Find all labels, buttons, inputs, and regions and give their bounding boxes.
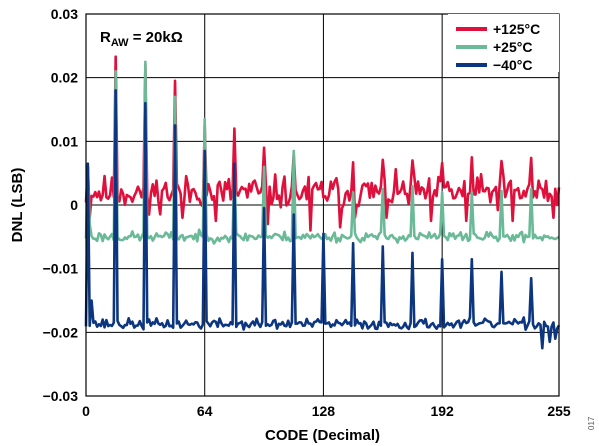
annotation-main: R [100,29,111,46]
legend: +125°C +25°C −40°C [448,14,559,73]
x-tick-label: 0 [82,403,90,419]
x-tick-label: 128 [312,403,336,419]
series-line-1 [84,60,560,245]
legend-label: −40°C [493,57,532,73]
y-axis-title: DNL (LSB) [9,168,26,243]
y-tick-label: 0 [70,197,78,213]
legend-background [448,14,559,72]
annotation-value: = 20kΩ [129,29,183,46]
legend-label: +125°C [493,21,540,37]
plot-frame [85,13,560,397]
y-tick-label: −0.03 [43,388,79,404]
annotation-subscript: AW [111,37,129,49]
x-axis-title: CODE (Decimal) [265,427,380,444]
x-tick-label: 255 [547,403,571,419]
y-tick-label: −0.02 [43,324,79,340]
y-tick-label: 0.03 [51,6,78,22]
x-tick-label: 64 [197,403,213,419]
figure-id: 017 [587,416,596,430]
y-tick-label: −0.01 [43,261,79,277]
y-tick-label: 0.01 [51,133,78,149]
series-line-2 [84,89,561,350]
x-tick-label: 192 [430,403,454,419]
series-line-0 [84,55,561,232]
legend-label: +25°C [493,39,532,55]
x-tick-labels: 0 64 128 192 255 [82,403,571,419]
y-tick-labels: 0.03 0.02 0.01 0 −0.01 −0.02 −0.03 [43,6,79,404]
y-tick-label: 0.02 [51,70,78,86]
series-lines [84,55,561,350]
resistance-annotation: RAW = 20kΩ [100,29,183,49]
